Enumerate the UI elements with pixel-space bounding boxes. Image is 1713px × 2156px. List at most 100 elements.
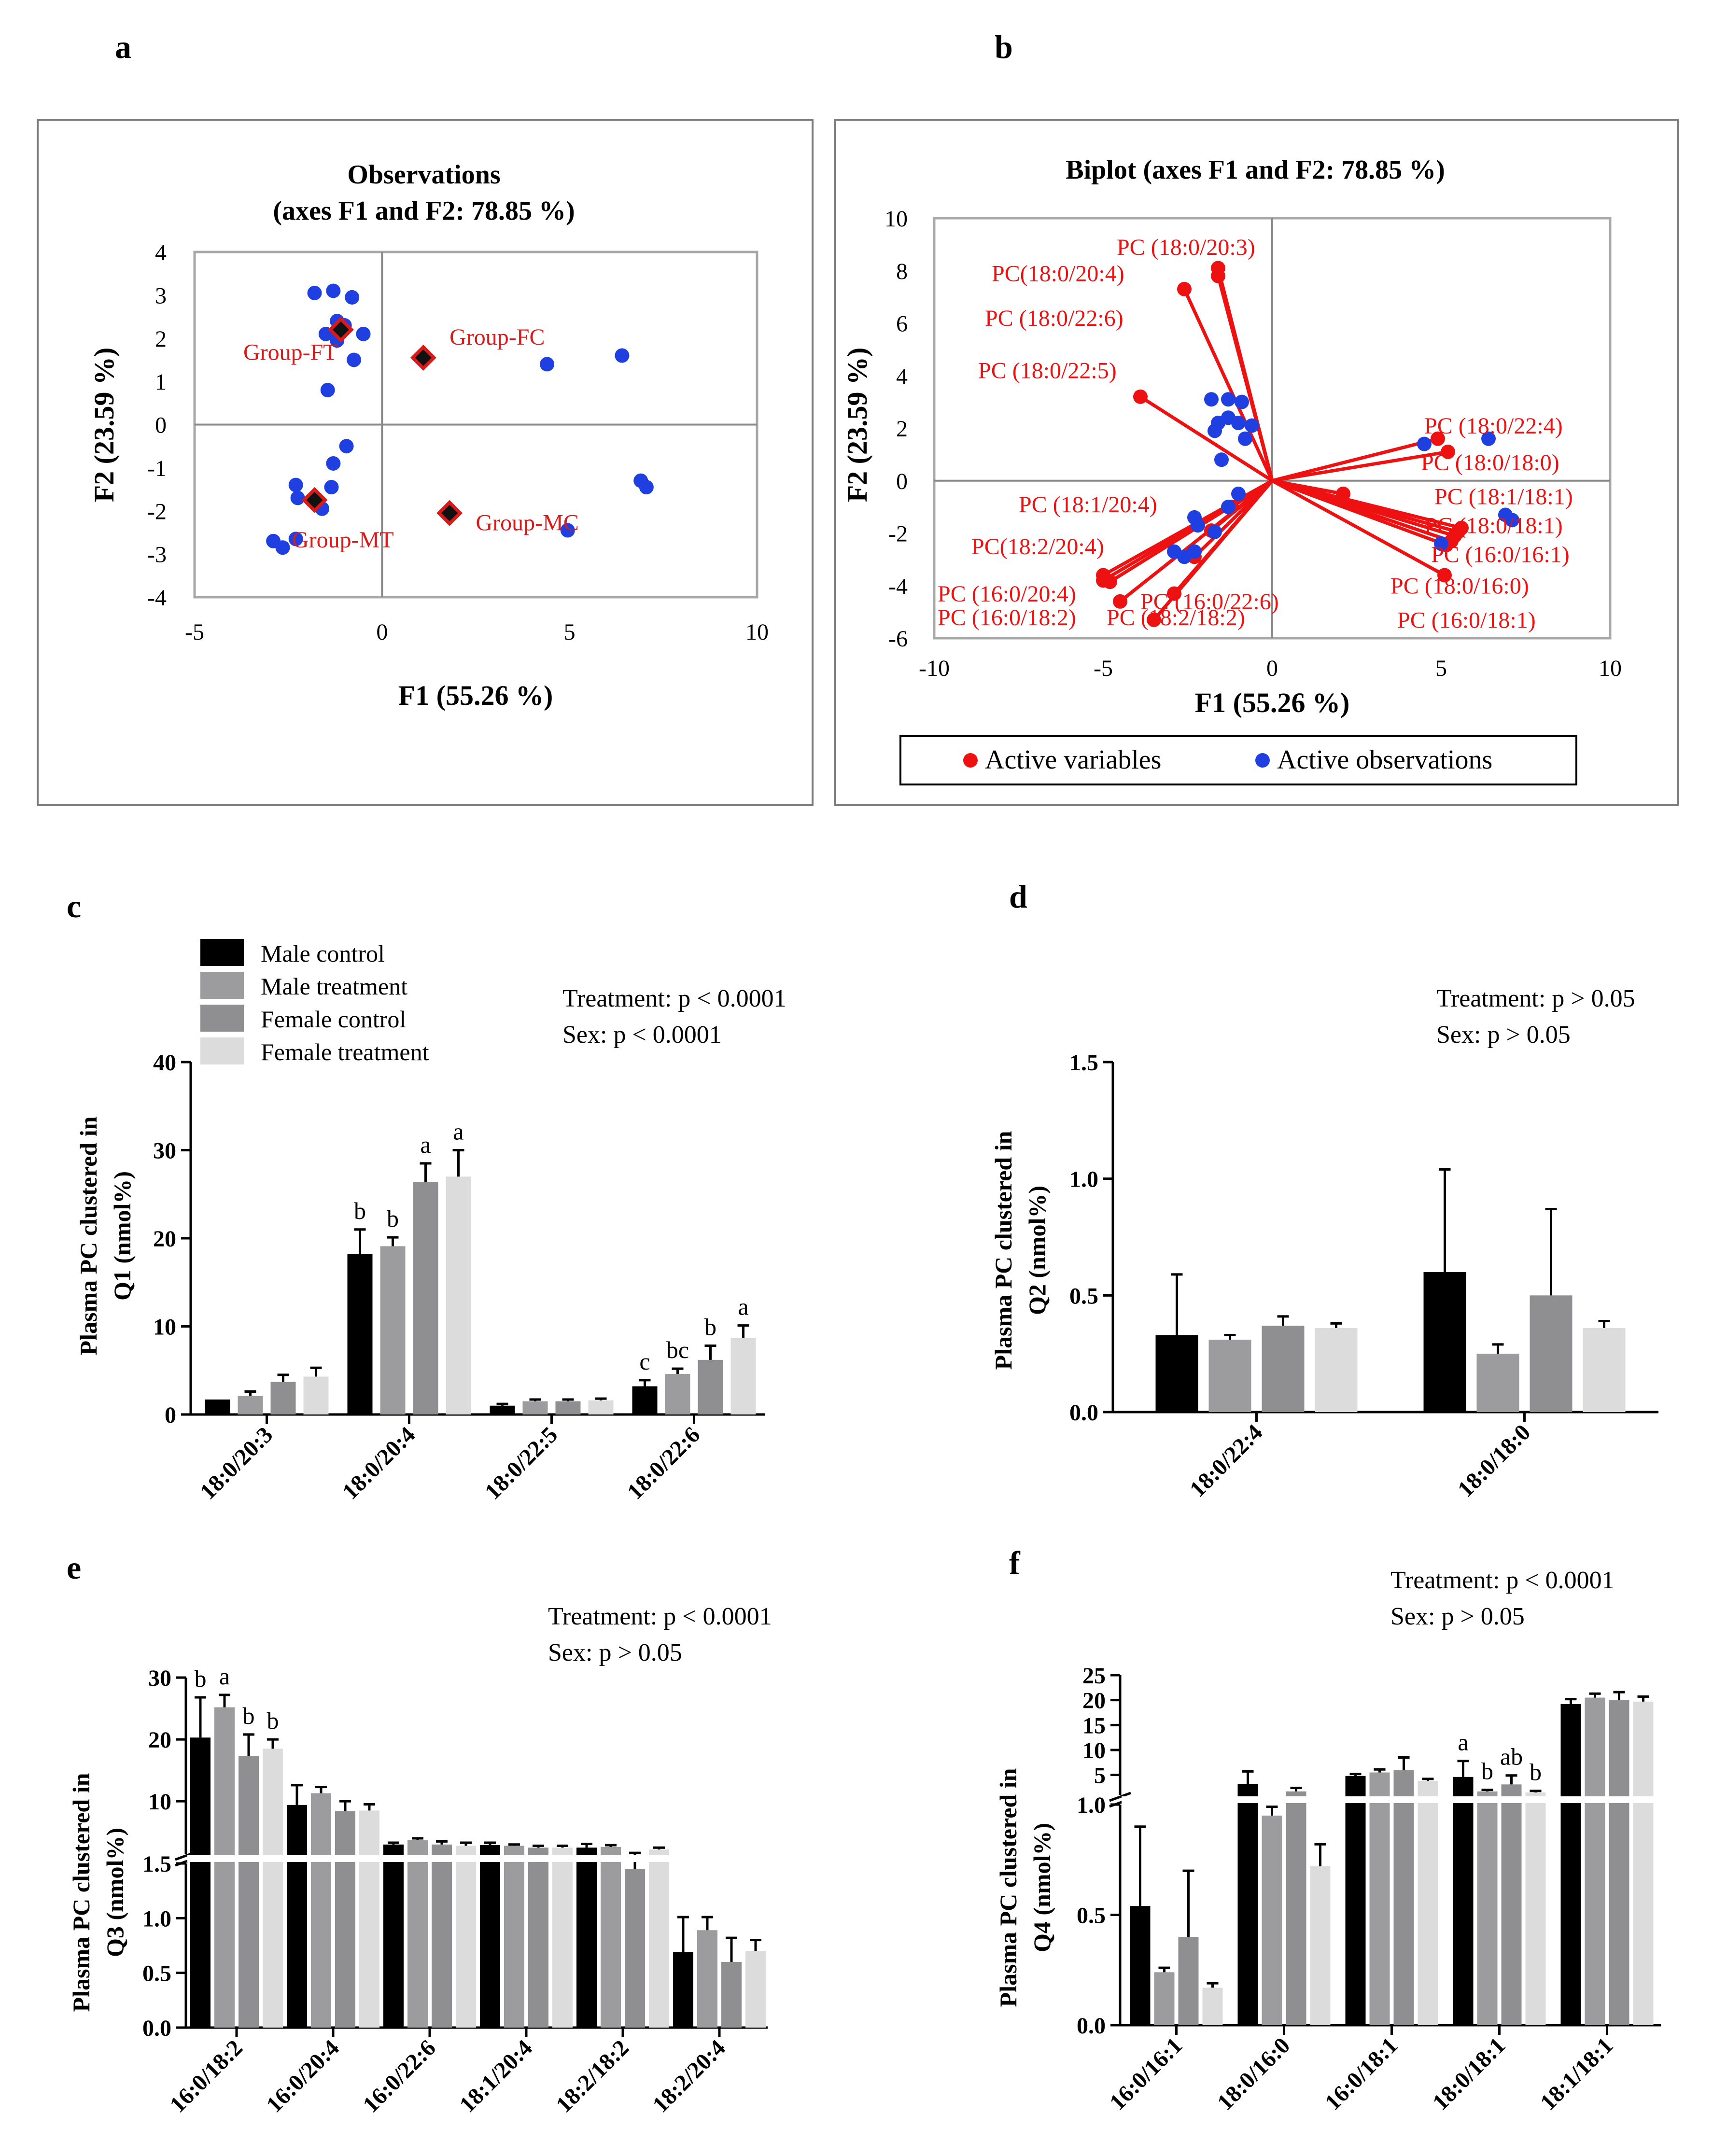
panel-b-variable-label: PC(18:2/20:4) bbox=[971, 534, 1104, 560]
panel-label-d: d bbox=[1009, 878, 1027, 915]
panel-b-observation-point bbox=[1481, 431, 1496, 446]
panel-a-x-tick-label: -5 bbox=[185, 619, 204, 645]
panel-b-observation-point bbox=[1434, 536, 1448, 551]
panel-b-observation-point bbox=[1221, 392, 1236, 407]
bar-e-2 bbox=[697, 1930, 717, 2028]
legend-active-observations: Active observations bbox=[1277, 745, 1492, 775]
bar-f-3 bbox=[1178, 1937, 1199, 2025]
panel-b-observation-point bbox=[1231, 416, 1246, 431]
panel-a-group-marker bbox=[327, 316, 354, 343]
y-tick-label: 1.0 bbox=[1077, 1792, 1106, 1818]
panel-e-stats-treatment: Treatment: p < 0.0001 bbox=[548, 1603, 772, 1630]
panel-c-stats-sex: Sex: p < 0.0001 bbox=[562, 1021, 722, 1049]
significance-letter: a bbox=[738, 1293, 748, 1320]
bar-e-4 bbox=[649, 1849, 669, 2028]
panel-b-variable-vectors bbox=[1096, 261, 1469, 627]
y-tick-label: 25 bbox=[1082, 1663, 1106, 1689]
bar-f-4 bbox=[1202, 1988, 1223, 2025]
panel-f-y-label-line2: Q4 (nmol%) bbox=[1028, 1823, 1055, 1952]
panel-a-observation-point bbox=[560, 523, 575, 538]
bar-c-2 bbox=[380, 1246, 406, 1414]
y-tick-label: 0.0 bbox=[1069, 1400, 1098, 1426]
panel-d-bar-chart: Treatment: p > 0.05 Sex: p > 0.05 0.0 0.5… bbox=[990, 985, 1658, 1502]
bar-e-1 bbox=[576, 1848, 597, 2028]
panel-e-y-label-line2: Q3 (nmol%) bbox=[101, 1828, 128, 1957]
panel-b-observation-point bbox=[1505, 513, 1519, 528]
panel-b-observation-point bbox=[1238, 431, 1252, 446]
x-category-label: 18:0/22:6 bbox=[622, 1422, 705, 1504]
panel-a-group-marker bbox=[301, 487, 328, 513]
panel-label-b: b bbox=[995, 28, 1013, 65]
x-category-label: 18:2/18:2 bbox=[551, 2035, 633, 2117]
bar-d-2 bbox=[1208, 1340, 1251, 1412]
panel-b-variable-label: PC (18:0/22:6) bbox=[985, 306, 1123, 331]
panel-a-group-marker bbox=[410, 345, 436, 371]
y-tick-label: 0 bbox=[165, 1402, 176, 1428]
panel-b-observations bbox=[1167, 392, 1519, 564]
bar-d-1 bbox=[1155, 1335, 1198, 1412]
bar-f-4 bbox=[1525, 1792, 1546, 2025]
panel-f-stats-treatment: Treatment: p < 0.0001 bbox=[1390, 1567, 1615, 1594]
bar-e-2 bbox=[601, 1847, 621, 2028]
bar-f-3 bbox=[1286, 1791, 1306, 2025]
panel-b-variable-label: PC (18:1/20:4) bbox=[1019, 492, 1157, 518]
panel-b-variable-label: PC (18:0/22:5) bbox=[978, 358, 1117, 384]
panel-b-variable-vector bbox=[1216, 275, 1274, 481]
panel-a-group-label: Group-MT bbox=[292, 527, 394, 553]
panel-f-y-label-line1: Plasma PC clustered in bbox=[995, 1768, 1022, 2007]
panel-b-variable-vector bbox=[1231, 479, 1273, 509]
panel-b-observation-point bbox=[1221, 500, 1236, 515]
bar-legend: Male control Male treatment Female contr… bbox=[200, 939, 429, 1065]
bar-c-4 bbox=[588, 1400, 614, 1414]
bar-c-1 bbox=[205, 1399, 230, 1414]
panel-a-observation-point bbox=[288, 477, 303, 492]
panel-a-observation-point bbox=[345, 290, 360, 305]
panel-a-y-tick-label: 4 bbox=[155, 240, 167, 266]
x-category-label: 18:0/16:0 bbox=[1212, 2032, 1295, 2115]
panel-a-x-tick-label: 0 bbox=[376, 619, 388, 645]
panel-a-group-label: Group-FT bbox=[243, 339, 337, 365]
panel-b-variable-label: PC (16:0/20:4) bbox=[938, 581, 1076, 607]
axis-break-gap bbox=[1122, 1796, 1662, 1803]
legend-observation-marker bbox=[1255, 753, 1270, 768]
panel-b-variable-point bbox=[1177, 281, 1192, 296]
bar-e-3 bbox=[528, 1848, 548, 2028]
bar-e-1 bbox=[480, 1845, 500, 2028]
panel-label-e: e bbox=[67, 1549, 81, 1586]
bar-f-4 bbox=[1310, 1866, 1331, 2025]
x-category-label: 18:2/20:4 bbox=[647, 2035, 730, 2117]
significance-letter: b bbox=[1481, 1758, 1493, 1785]
panel-d-stats-sex: Sex: p > 0.05 bbox=[1436, 1021, 1571, 1049]
panel-b-title: Biplot (axes F1 and F2: 78.85 %) bbox=[1066, 155, 1445, 185]
panel-d-y-label-line2: Q2 (nmol%) bbox=[1024, 1186, 1051, 1315]
bar-c-3 bbox=[555, 1401, 581, 1414]
bar-e-4 bbox=[359, 1810, 379, 2028]
bar-e-3 bbox=[432, 1844, 452, 2028]
panel-b-variable-point bbox=[1103, 574, 1117, 589]
significance-letter: ab bbox=[1500, 1743, 1523, 1770]
panel-b-x-axis-label: F1 (55.26 %) bbox=[1195, 687, 1350, 718]
panel-a-observation-point bbox=[275, 540, 290, 555]
panel-b-y-tick-label: 8 bbox=[896, 259, 908, 284]
panel-b-observation-point bbox=[1204, 392, 1219, 407]
significance-letter: b bbox=[704, 1314, 716, 1341]
x-category-label: 16:0/18:2 bbox=[165, 2035, 247, 2117]
panel-b-variable-point bbox=[1133, 389, 1148, 404]
panel-b-y-tick-label: -4 bbox=[888, 574, 908, 599]
x-category-label: 18:1/20:4 bbox=[454, 2035, 537, 2117]
bar-d-4 bbox=[1583, 1328, 1626, 1412]
significance-letter: b bbox=[267, 1707, 279, 1734]
y-tick-label: 0.5 bbox=[1069, 1283, 1098, 1309]
panel-b-y-tick-label: -6 bbox=[888, 626, 908, 652]
y-tick-label: 1.5 bbox=[1069, 1050, 1098, 1076]
panel-b-observation-point bbox=[1417, 436, 1432, 451]
bar-f-2 bbox=[1585, 1697, 1605, 2025]
legend-active-variables: Active variables bbox=[985, 745, 1161, 775]
panel-b-variable-vector bbox=[1271, 479, 1446, 577]
y-tick-label: 10 bbox=[153, 1315, 176, 1340]
panel-b-variable-vector bbox=[1272, 437, 1438, 483]
panel-b-variable-label: PC (18:0/20:3) bbox=[1117, 235, 1255, 260]
bar-d-1 bbox=[1423, 1272, 1466, 1412]
panel-a-observation-point bbox=[320, 383, 335, 397]
